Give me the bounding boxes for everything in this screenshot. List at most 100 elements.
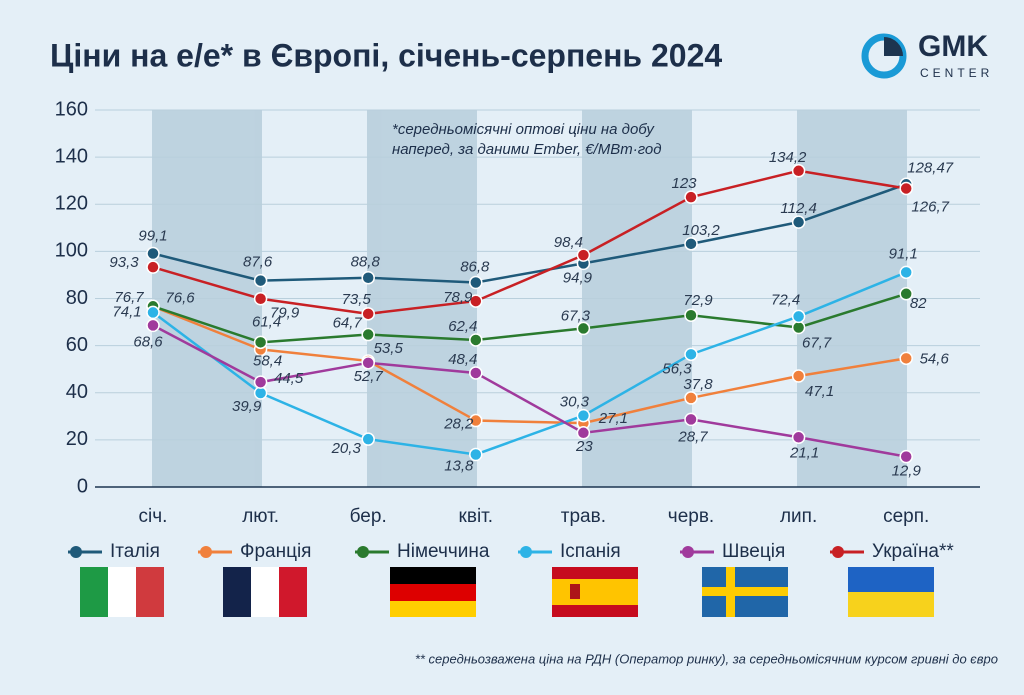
data-point (253, 375, 268, 389)
y-tick-label: 140 (55, 145, 88, 167)
y-tick-label: 60 (66, 334, 88, 356)
value-label: 48,4 (448, 351, 477, 368)
legend-marker (832, 546, 844, 558)
value-label: 76,6 (165, 289, 195, 306)
legend-marker (520, 546, 532, 558)
data-point (576, 248, 591, 262)
note: наперед, за даними Ember, €/МВт·год (392, 141, 662, 158)
data-point (791, 215, 806, 229)
logo: GMK CENTER (861, 30, 993, 80)
data-point (684, 308, 698, 322)
value-label: 87,6 (243, 254, 273, 271)
data-point (361, 432, 375, 446)
value-label: 62,4 (448, 318, 477, 335)
data-point (469, 366, 483, 380)
y-tick-label: 0 (77, 475, 88, 497)
data-point (146, 260, 160, 274)
value-label: 112,4 (780, 200, 816, 217)
logo-sub: CENTER (920, 66, 993, 80)
data-point (469, 413, 483, 428)
legend-marker (200, 546, 212, 558)
x-tick-label: січ. (139, 506, 168, 527)
x-tick-label: трав. (561, 506, 606, 527)
data-point (899, 181, 913, 196)
legend-label: Швеція (722, 541, 785, 562)
data-point (791, 309, 806, 324)
data-point (146, 305, 160, 320)
y-tick-label: 40 (66, 381, 88, 403)
legend-label: Іспанія (560, 541, 621, 562)
x-tick-label: бер. (350, 506, 387, 527)
flags (80, 567, 934, 617)
value-label: 21,1 (789, 444, 819, 461)
value-label: 56,3 (662, 360, 692, 377)
logo-name: GMK (918, 30, 988, 63)
data-point (684, 347, 698, 362)
data-point (899, 287, 913, 301)
series-line (152, 271, 907, 456)
data-point (791, 164, 806, 178)
data-point (684, 190, 698, 204)
y-tick-label: 20 (66, 428, 88, 450)
value-label: 58,4 (253, 352, 282, 369)
value-label: 28,2 (443, 416, 474, 433)
value-label: 72,9 (683, 292, 713, 309)
series-line (152, 305, 907, 425)
data-point (791, 320, 806, 335)
value-label: 99,1 (138, 227, 167, 244)
value-label: 67,7 (802, 334, 832, 351)
value-label: 53,5 (374, 340, 404, 357)
x-tick-label: серп. (883, 506, 929, 527)
data-point (146, 318, 160, 333)
note: *середньомісячні оптові ціни на добу (392, 121, 655, 138)
data-point (253, 291, 268, 306)
value-label: 74,1 (112, 303, 141, 320)
value-label: 78,9 (443, 289, 473, 306)
data-point (253, 335, 268, 350)
value-label: 73,5 (342, 291, 372, 308)
value-label: 67,3 (561, 307, 591, 324)
value-label: 126,7 (911, 198, 949, 215)
data-point (576, 426, 591, 440)
value-label: 44,5 (274, 370, 304, 387)
data-point (253, 273, 268, 288)
value-label: 94,9 (563, 269, 593, 286)
y-tick-label: 160 (55, 98, 88, 120)
data-point (361, 356, 375, 370)
x-tick-label: лип. (780, 506, 817, 527)
data-point (469, 447, 483, 462)
value-label: 23 (575, 438, 593, 455)
y-tick-label: 80 (66, 287, 88, 309)
x-tick-label: черв. (668, 506, 714, 527)
data-point (576, 321, 591, 336)
legend-marker (682, 546, 694, 558)
legend-label: Італія (110, 541, 160, 562)
data-point (361, 307, 375, 321)
data-point (684, 237, 698, 251)
legend-label: Франція (240, 541, 311, 562)
value-label: 103,2 (682, 222, 720, 239)
value-label: 64,7 (333, 315, 363, 332)
footnote: ** середньозважена ціна на РДН (Оператор… (415, 651, 998, 666)
value-label: 47,1 (805, 383, 834, 400)
value-label: 52,7 (354, 368, 384, 385)
data-point (899, 449, 913, 464)
data-point (684, 391, 698, 405)
value-label: 30,3 (560, 394, 590, 411)
value-label: 20,3 (331, 440, 362, 457)
value-label: 27,1 (598, 410, 628, 427)
value-label: 123 (671, 175, 697, 192)
legend-label: Німеччина (397, 541, 490, 562)
value-label: 76,7 (114, 289, 144, 306)
value-label: 72,4 (771, 291, 800, 308)
data-point (899, 351, 913, 366)
series-line (152, 292, 907, 344)
value-label: 28,7 (677, 428, 708, 445)
value-label: 93,3 (109, 254, 139, 271)
value-label: 98,4 (554, 234, 583, 251)
value-label: 54,6 (920, 350, 950, 367)
legend-label: Україна** (872, 541, 954, 562)
data-point (576, 408, 591, 423)
data-point (791, 430, 806, 445)
